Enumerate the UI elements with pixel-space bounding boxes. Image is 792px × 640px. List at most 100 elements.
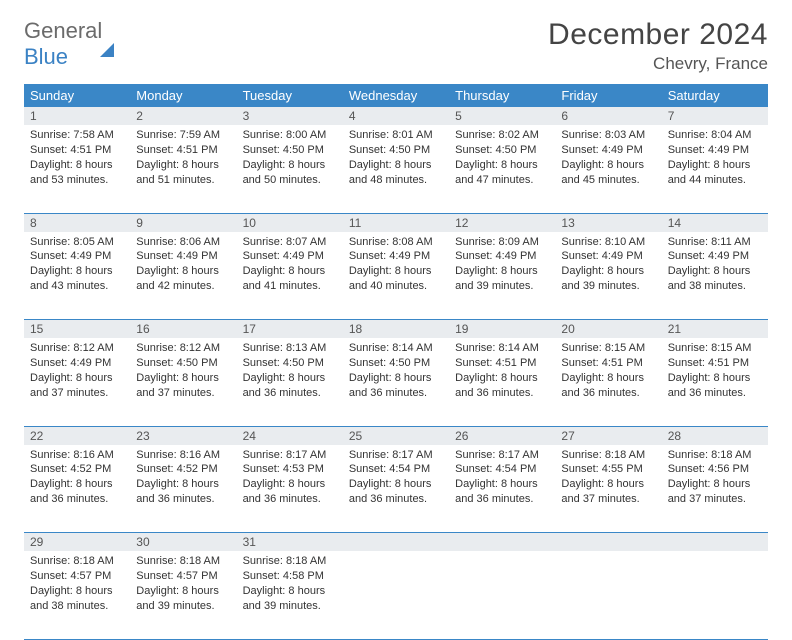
- day-number-cell: 12: [449, 213, 555, 232]
- calendar-body: 1234567Sunrise: 7:58 AMSunset: 4:51 PMDa…: [24, 107, 768, 639]
- sunset-text: Sunset: 4:50 PM: [349, 143, 443, 158]
- daylight-text: Daylight: 8 hours: [455, 158, 549, 173]
- day-cell: Sunrise: 7:58 AMSunset: 4:51 PMDaylight:…: [24, 125, 130, 213]
- day-number-row: 891011121314: [24, 213, 768, 232]
- day-cell-content: Sunrise: 8:07 AMSunset: 4:49 PMDaylight:…: [237, 232, 343, 300]
- day-number-cell: 9: [130, 213, 236, 232]
- month-title: December 2024: [548, 18, 768, 52]
- day-number: 19: [455, 322, 468, 336]
- sunset-text: Sunset: 4:58 PM: [243, 569, 337, 584]
- sunrise-text: Sunrise: 8:07 AM: [243, 235, 337, 250]
- sunset-text: Sunset: 4:52 PM: [30, 462, 124, 477]
- sunrise-text: Sunrise: 8:14 AM: [349, 341, 443, 356]
- sunset-text: Sunset: 4:55 PM: [561, 462, 655, 477]
- daylight-text: Daylight: 8 hours: [243, 371, 337, 386]
- daylight-text: Daylight: 8 hours: [243, 264, 337, 279]
- day-number-cell: 23: [130, 426, 236, 445]
- day-number-cell: 16: [130, 320, 236, 339]
- day-cell-content: Sunrise: 8:18 AMSunset: 4:56 PMDaylight:…: [662, 445, 768, 513]
- daylight-text: Daylight: 8 hours: [136, 371, 230, 386]
- brand-part1: General: [24, 18, 102, 43]
- sunset-text: Sunset: 4:49 PM: [455, 249, 549, 264]
- day-number: 20: [561, 322, 574, 336]
- day-cell-content: Sunrise: 7:59 AMSunset: 4:51 PMDaylight:…: [130, 125, 236, 193]
- day-number-row: 293031: [24, 533, 768, 552]
- day-number-cell: 22: [24, 426, 130, 445]
- day-cell: Sunrise: 8:14 AMSunset: 4:50 PMDaylight:…: [343, 338, 449, 426]
- day-number-row: 1234567: [24, 107, 768, 125]
- sunset-text: Sunset: 4:49 PM: [136, 249, 230, 264]
- sunset-text: Sunset: 4:54 PM: [455, 462, 549, 477]
- sunrise-text: Sunrise: 8:18 AM: [561, 448, 655, 463]
- day-cell-content: Sunrise: 8:11 AMSunset: 4:49 PMDaylight:…: [662, 232, 768, 300]
- daylight-text: and 36 minutes.: [243, 386, 337, 401]
- daylight-text: and 36 minutes.: [455, 492, 549, 507]
- day-cell-content: Sunrise: 8:16 AMSunset: 4:52 PMDaylight:…: [130, 445, 236, 513]
- sunrise-text: Sunrise: 7:59 AM: [136, 128, 230, 143]
- sunset-text: Sunset: 4:49 PM: [30, 356, 124, 371]
- day-content-row: Sunrise: 7:58 AMSunset: 4:51 PMDaylight:…: [24, 125, 768, 213]
- day-number: 21: [668, 322, 681, 336]
- day-number-cell: 26: [449, 426, 555, 445]
- daylight-text: and 36 minutes.: [136, 492, 230, 507]
- sunrise-text: Sunrise: 8:18 AM: [243, 554, 337, 569]
- day-cell: Sunrise: 8:17 AMSunset: 4:54 PMDaylight:…: [343, 445, 449, 533]
- day-number-cell: 29: [24, 533, 130, 552]
- day-header: Thursday: [449, 84, 555, 107]
- sunset-text: Sunset: 4:53 PM: [243, 462, 337, 477]
- daylight-text: Daylight: 8 hours: [455, 371, 549, 386]
- day-number: 23: [136, 429, 149, 443]
- day-cell: Sunrise: 8:16 AMSunset: 4:52 PMDaylight:…: [130, 445, 236, 533]
- daylight-text: and 37 minutes.: [30, 386, 124, 401]
- day-number-cell: 20: [555, 320, 661, 339]
- sunrise-text: Sunrise: 8:18 AM: [136, 554, 230, 569]
- day-cell-content: Sunrise: 8:14 AMSunset: 4:51 PMDaylight:…: [449, 338, 555, 406]
- day-cell: Sunrise: 8:04 AMSunset: 4:49 PMDaylight:…: [662, 125, 768, 213]
- sunset-text: Sunset: 4:57 PM: [30, 569, 124, 584]
- daylight-text: Daylight: 8 hours: [349, 264, 443, 279]
- day-number-cell: 2: [130, 107, 236, 125]
- day-cell-content: Sunrise: 8:18 AMSunset: 4:55 PMDaylight:…: [555, 445, 661, 513]
- day-header: Friday: [555, 84, 661, 107]
- sunset-text: Sunset: 4:54 PM: [349, 462, 443, 477]
- sunrise-text: Sunrise: 8:06 AM: [136, 235, 230, 250]
- day-number-cell: [449, 533, 555, 552]
- daylight-text: and 47 minutes.: [455, 173, 549, 188]
- day-cell-content: Sunrise: 8:00 AMSunset: 4:50 PMDaylight:…: [237, 125, 343, 193]
- day-cell-content: Sunrise: 8:18 AMSunset: 4:58 PMDaylight:…: [237, 551, 343, 619]
- day-cell: Sunrise: 8:00 AMSunset: 4:50 PMDaylight:…: [237, 125, 343, 213]
- day-number-cell: [662, 533, 768, 552]
- sunrise-text: Sunrise: 8:16 AM: [30, 448, 124, 463]
- daylight-text: and 50 minutes.: [243, 173, 337, 188]
- day-cell-content: Sunrise: 8:18 AMSunset: 4:57 PMDaylight:…: [130, 551, 236, 619]
- day-number-cell: 15: [24, 320, 130, 339]
- day-number: 29: [30, 535, 43, 549]
- sunrise-text: Sunrise: 8:13 AM: [243, 341, 337, 356]
- sunset-text: Sunset: 4:51 PM: [668, 356, 762, 371]
- day-content-row: Sunrise: 8:18 AMSunset: 4:57 PMDaylight:…: [24, 551, 768, 639]
- daylight-text: Daylight: 8 hours: [30, 264, 124, 279]
- daylight-text: Daylight: 8 hours: [561, 477, 655, 492]
- sunrise-text: Sunrise: 8:16 AM: [136, 448, 230, 463]
- daylight-text: Daylight: 8 hours: [243, 477, 337, 492]
- day-cell: Sunrise: 8:03 AMSunset: 4:49 PMDaylight:…: [555, 125, 661, 213]
- daylight-text: and 38 minutes.: [30, 599, 124, 614]
- sunrise-text: Sunrise: 8:10 AM: [561, 235, 655, 250]
- day-cell: [449, 551, 555, 639]
- day-number: 5: [455, 109, 462, 123]
- daylight-text: and 39 minutes.: [561, 279, 655, 294]
- day-cell: Sunrise: 8:18 AMSunset: 4:58 PMDaylight:…: [237, 551, 343, 639]
- daylight-text: and 42 minutes.: [136, 279, 230, 294]
- day-cell-content: Sunrise: 8:12 AMSunset: 4:49 PMDaylight:…: [24, 338, 130, 406]
- day-header: Wednesday: [343, 84, 449, 107]
- daylight-text: and 36 minutes.: [243, 492, 337, 507]
- day-number: 3: [243, 109, 250, 123]
- day-number-cell: 21: [662, 320, 768, 339]
- day-header: Sunday: [24, 84, 130, 107]
- day-number-cell: 4: [343, 107, 449, 125]
- daylight-text: and 36 minutes.: [30, 492, 124, 507]
- day-cell: Sunrise: 8:11 AMSunset: 4:49 PMDaylight:…: [662, 232, 768, 320]
- daylight-text: Daylight: 8 hours: [30, 158, 124, 173]
- day-cell: Sunrise: 8:18 AMSunset: 4:55 PMDaylight:…: [555, 445, 661, 533]
- day-number-cell: 27: [555, 426, 661, 445]
